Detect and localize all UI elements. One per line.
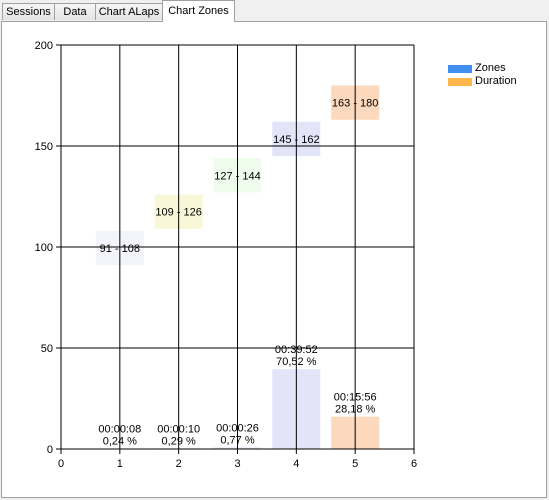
y-tick-label: 100 <box>35 242 53 254</box>
legend-swatch-zones <box>448 65 472 73</box>
duration-percent-label: 0,77 % <box>220 434 254 446</box>
tab-data[interactable]: Data <box>54 3 96 20</box>
zone-range-label: 127 - 144 <box>214 170 260 182</box>
x-tick-label: 5 <box>352 458 358 470</box>
zone-range-label: 109 - 126 <box>155 207 201 219</box>
y-tick-label: 150 <box>35 141 53 153</box>
x-tick-label: 4 <box>293 458 299 470</box>
duration-time-label: 00:00:26 <box>216 422 259 434</box>
duration-percent-label: 0,24 % <box>103 436 137 448</box>
duration-percent-label: 28,18 % <box>335 404 376 416</box>
duration-time-label: 00:00:10 <box>157 423 200 435</box>
x-tick-label: 6 <box>411 458 417 470</box>
y-tick-label: 50 <box>41 343 53 355</box>
duration-percent-label: 0,29 % <box>162 435 196 447</box>
tab-chart-zones[interactable]: Chart Zones <box>162 0 235 22</box>
y-tick-label: 0 <box>47 444 53 456</box>
zone-range-label: 163 - 180 <box>332 98 378 110</box>
duration-time-label: 00:00:08 <box>98 424 141 436</box>
y-tick-label: 200 <box>35 40 53 52</box>
zones-chart: 91 - 108 109 - 126 127 - 144 145 - 162 163 -… <box>35 40 417 470</box>
legend-label-zones: Zones <box>475 62 506 74</box>
x-tick-label: 1 <box>117 458 123 470</box>
x-tick-label: 2 <box>176 458 182 470</box>
duration-time-label: 00:15:56 <box>334 392 377 404</box>
x-tick-label: 3 <box>234 458 240 470</box>
tab-strip: Sessions Data Chart ALaps Chart Zones <box>0 0 549 22</box>
duration-percent-label: 70,52 % <box>276 356 317 368</box>
tab-chart-alaps[interactable]: Chart ALaps <box>95 3 163 20</box>
legend-label-duration: Duration <box>475 75 517 87</box>
tab-sessions[interactable]: Sessions <box>2 3 55 20</box>
zone-range-label: 145 - 162 <box>273 134 319 146</box>
legend-swatch-duration <box>448 78 472 86</box>
duration-time-label: 00:39:52 <box>275 344 318 356</box>
chart-zones-panel: 91 - 108 109 - 126 127 - 144 145 - 162 163 -… <box>1 21 547 498</box>
x-tick-label: 0 <box>58 458 64 470</box>
zone-range-label: 91 - 108 <box>100 243 140 255</box>
